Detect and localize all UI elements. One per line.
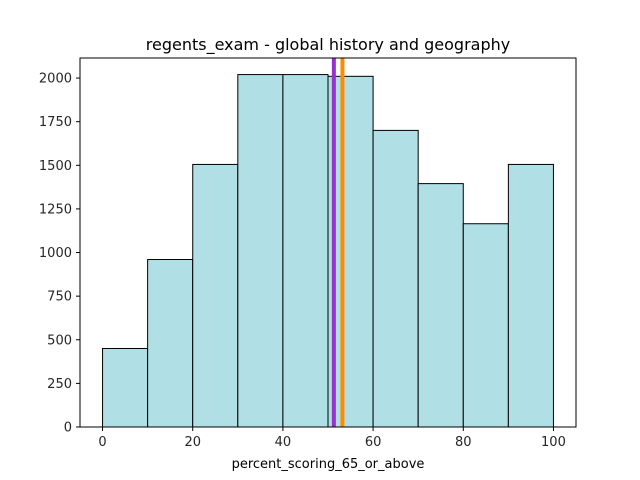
histogram-bar-3 [237, 74, 284, 428]
histogram-bar-9 [507, 163, 554, 428]
plot-frame [79, 57, 577, 428]
histogram-bar-2 [192, 163, 239, 428]
y-tick-label-0: 0 [64, 421, 72, 436]
chart-title: regents_exam - global history and geogra… [146, 35, 510, 55]
y-tick-label-5: 1250 [39, 202, 72, 217]
bars-layer [102, 74, 554, 428]
histogram-bar-0 [102, 347, 149, 428]
y-tick-label-3: 750 [47, 290, 72, 305]
x-tick-label-0: 0 [98, 435, 106, 450]
histogram-bar-8 [462, 223, 509, 428]
histogram-bar-6 [372, 129, 419, 428]
y-tick-label-2: 500 [47, 333, 72, 348]
histogram-bar-7 [417, 183, 464, 428]
x-tick-label-2: 40 [275, 435, 292, 450]
y-tick-label-7: 1750 [39, 115, 72, 130]
x-axis-label: percent_scoring_65_or_above [232, 457, 425, 472]
y-tick-label-8: 2000 [39, 72, 72, 87]
y-tick-label-4: 1000 [39, 246, 72, 261]
y-axis-ticks: 0 250 500 750 1000 1250 1500 1750 2000 [39, 72, 80, 436]
x-tick-label-1: 20 [184, 435, 201, 450]
y-tick-label-1: 250 [47, 377, 72, 392]
x-tick-label-4: 80 [455, 435, 472, 450]
histogram-bar-1 [147, 259, 194, 428]
y-tick-label-6: 1500 [39, 159, 72, 174]
histogram-bar-4 [282, 74, 329, 428]
x-axis-ticks: 0 20 40 60 80 100 [98, 427, 566, 450]
x-tick-label-5: 100 [541, 435, 566, 450]
reference-lines-layer [331, 58, 345, 427]
x-tick-label-3: 60 [365, 435, 382, 450]
